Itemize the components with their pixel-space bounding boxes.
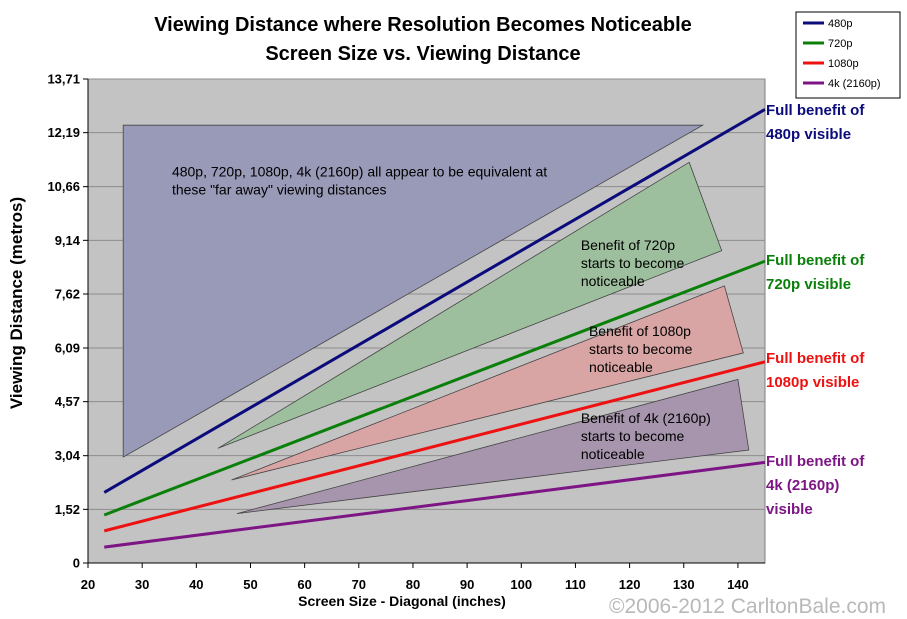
region-labels: 480p, 720p, 1080p, 4k (2160p) all appear…: [172, 163, 711, 461]
y-tick-label: 10,66: [47, 179, 80, 194]
series-line-4k: [104, 460, 766, 549]
region-label-line: these "far away" viewing distances: [172, 181, 387, 197]
chart-title: Viewing Distance where Resolution Become…: [154, 14, 692, 36]
legend-label-4k: 4k (2160p): [828, 78, 881, 90]
region-label-line: Benefit of 4k (2160p): [581, 410, 711, 426]
regions: [122, 124, 750, 514]
x-tick-label: 40: [189, 577, 203, 592]
region-1080p-benefit: [231, 285, 744, 481]
region-label-line: Benefit of 720p: [581, 237, 675, 253]
region-label-line: starts to become: [589, 341, 693, 357]
y-tick-label: 6,09: [55, 341, 80, 356]
x-tick-label: 30: [135, 577, 149, 592]
x-tick-label: 100: [510, 577, 532, 592]
region-720p-benefit: [217, 161, 723, 449]
region-label-line: starts to become: [581, 428, 685, 444]
y-tick-label: 0: [73, 556, 80, 571]
x-tick-label: 20: [81, 577, 95, 592]
legend-label-1080p: 1080p: [828, 58, 859, 70]
end-label-line: 480p visible: [766, 126, 851, 143]
region-label-4k-benefit: Benefit of 4k (2160p) starts to become not…: [581, 410, 711, 462]
region-label-line: noticeable: [589, 359, 653, 375]
end-label-line: 1080p visible: [766, 374, 859, 391]
x-tick-label: 60: [297, 577, 311, 592]
x-tick-label: 70: [352, 577, 366, 592]
end-label-line: Full benefit of: [766, 453, 865, 470]
end-label-line: 4k (2160p): [766, 477, 839, 494]
x-tick-label: 50: [243, 577, 257, 592]
legend-label-720p: 720p: [828, 38, 852, 50]
x-tick-label: 130: [673, 577, 695, 592]
x-tick-label: 80: [406, 577, 420, 592]
region-label-line: 480p, 720p, 1080p, 4k (2160p) all appear…: [172, 163, 547, 179]
region-label-line: noticeable: [581, 446, 645, 462]
series-lines: [103, 108, 766, 549]
end-label-line: Full benefit of: [766, 350, 865, 367]
region-label-line: starts to become: [581, 255, 685, 271]
end-label-4k: Full benefit of 4k (2160p) visible: [766, 453, 865, 518]
x-tick-label: 90: [460, 577, 474, 592]
legend-label-480p: 480p: [828, 18, 852, 30]
region-label-line: noticeable: [581, 273, 645, 289]
end-label-480p: Full benefit of 480p visible: [766, 102, 865, 143]
x-tick-label: 120: [619, 577, 641, 592]
y-tick-label: 7,62: [55, 286, 80, 301]
region-4k-benefit: [236, 378, 750, 514]
end-label-line: Full benefit of: [766, 252, 865, 269]
y-axis-label: Viewing Distance (metros): [7, 197, 26, 409]
end-label-1080p: Full benefit of 1080p visible: [766, 350, 865, 391]
y-tick-label: 3,04: [55, 448, 81, 463]
region-label-1080p-benefit: Benefit of 1080p starts to become noticeab…: [589, 323, 693, 375]
y-ticks: 0 1,52 3,04 4,57 6,09 7,62 9,14 10,66 12,19 13,71: [47, 72, 88, 571]
y-tick-label: 9,14: [55, 233, 81, 248]
series-line-1080p: [103, 360, 766, 533]
legend: 480p 720p 1080p 4k (2160p): [795, 11, 901, 99]
y-tick-label: 4,57: [55, 394, 80, 409]
region-label-720p-benefit: Benefit of 720p starts to become noticeabl…: [581, 237, 685, 289]
series-line-480p: [103, 108, 766, 494]
end-label-720p: Full benefit of 720p visible: [766, 252, 865, 293]
chart-subtitle: Screen Size vs. Viewing Distance: [265, 43, 580, 65]
x-axis-label: Screen Size - Diagonal (inches): [298, 593, 506, 609]
y-tick-label: 1,52: [55, 502, 80, 517]
end-label-line: 720p visible: [766, 276, 851, 293]
region-label-line: Benefit of 1080p: [589, 323, 691, 339]
copyright-text: ©2006-2012 CarltonBale.com: [609, 595, 886, 618]
end-label-line: Full benefit of: [766, 102, 865, 119]
x-tick-label: 140: [727, 577, 749, 592]
end-label-line: visible: [766, 501, 813, 518]
y-tick-label: 12,19: [47, 125, 80, 140]
x-tick-label: 110: [565, 577, 586, 592]
region-far-away: [122, 124, 705, 458]
series-line-720p: [103, 259, 766, 517]
region-label-far-away: 480p, 720p, 1080p, 4k (2160p) all appear…: [172, 163, 547, 197]
x-ticks: 20 30 40 50 60 70 80 90 100 110 120 130 140: [81, 563, 749, 592]
y-tick-label: 13,71: [47, 72, 80, 87]
